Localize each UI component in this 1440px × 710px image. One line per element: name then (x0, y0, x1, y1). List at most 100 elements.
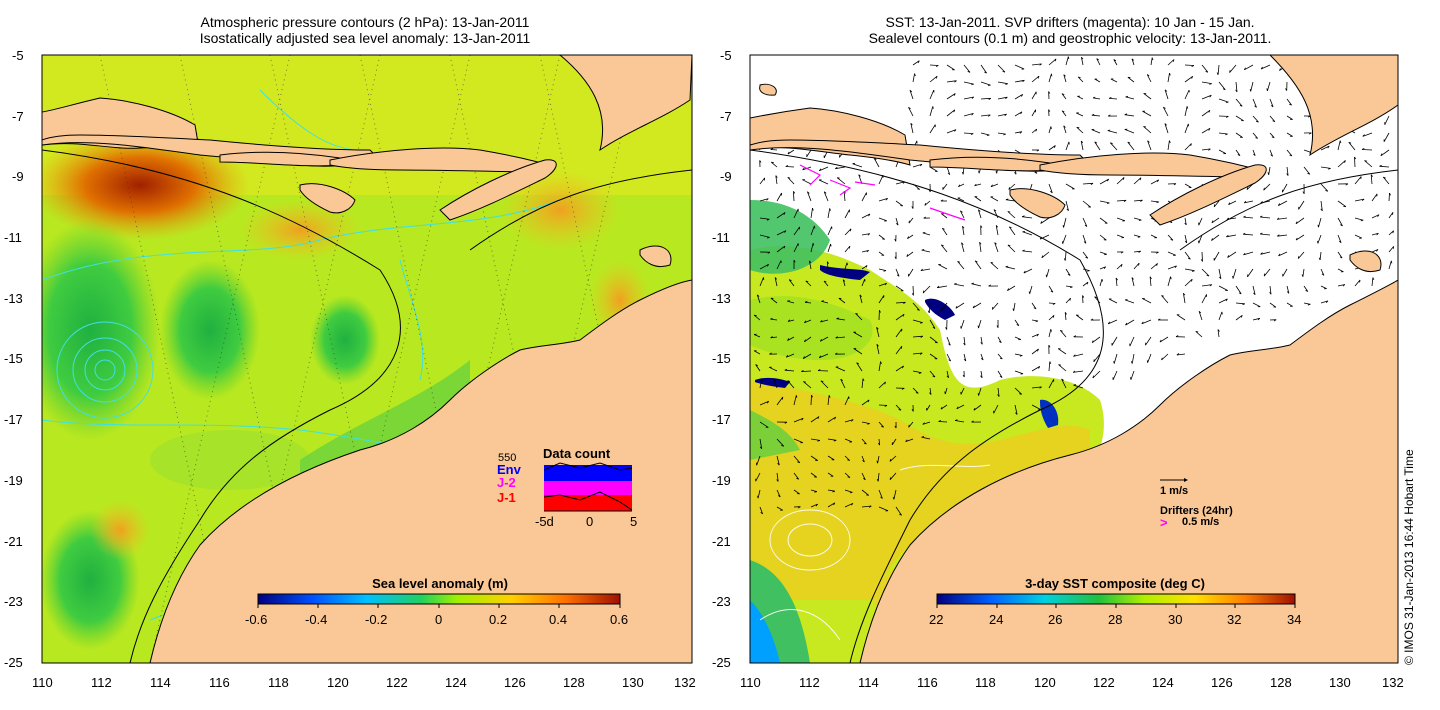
velocity-arrow (1277, 217, 1288, 220)
velocity-arrow-head (1125, 95, 1129, 98)
velocity-arrow (922, 232, 931, 236)
velocity-arrow-head (1039, 63, 1042, 66)
velocity-arrow-head (1007, 288, 1010, 291)
velocity-arrow (1081, 57, 1084, 66)
velocity-arrow (861, 265, 868, 270)
velocity-arrow (1031, 319, 1039, 322)
velocity-arrow (912, 183, 920, 190)
velocity-arrow-head (1124, 113, 1128, 116)
velocity-arrow-head (770, 336, 773, 339)
velocity-arrow-head (988, 97, 992, 100)
velocity-arrow (929, 387, 932, 395)
velocity-arrow-head (1016, 324, 1020, 326)
velocity-arrow-head (1170, 239, 1174, 241)
velocity-arrow-head (1198, 311, 1202, 314)
velocity-arrow (889, 472, 897, 480)
velocity-arrow-head (819, 338, 822, 342)
velocity-arrow (1082, 295, 1084, 304)
velocity-arrow (1142, 298, 1152, 304)
velocity-arrow-head (1243, 67, 1246, 71)
velocity-arrow (759, 438, 763, 449)
velocity-arrow (1094, 78, 1101, 83)
velocity-arrow-head (1276, 217, 1280, 220)
velocity-arrow (844, 489, 853, 493)
velocity-arrow-head (775, 175, 778, 178)
velocity-arrow (1092, 97, 1101, 100)
velocity-arrow (994, 242, 999, 253)
velocity-arrow (1364, 160, 1373, 168)
velocity-arrow (836, 318, 846, 321)
velocity-arrow (980, 336, 983, 345)
velocity-arrow (908, 217, 914, 224)
velocity-arrow-head (1138, 263, 1140, 266)
velocity-arrow (776, 396, 784, 406)
velocity-arrow-head (999, 357, 1003, 360)
left-lat-tick: -11 (4, 230, 22, 245)
left-lon-tick: 110 (32, 675, 53, 690)
velocity-arrow-head (993, 209, 997, 212)
velocity-arrow (1218, 268, 1222, 279)
velocity-arrow-head (971, 282, 975, 285)
left-colorbar-tick: 0.6 (610, 612, 629, 627)
velocity-arrow-head (1082, 295, 1085, 298)
velocity-arrow (1167, 265, 1177, 270)
velocity-arrow-head (1295, 237, 1298, 241)
velocity-arrow-head (1286, 291, 1290, 294)
velocity-arrow (1388, 230, 1394, 236)
velocity-arrow-head (988, 284, 991, 287)
data-count-xtick: 5 (630, 514, 638, 529)
velocity-arrow-head (928, 189, 931, 193)
velocity-arrow (1320, 166, 1331, 169)
velocity-arrow-head (1009, 226, 1012, 229)
velocity-arrow (1380, 149, 1390, 157)
velocity-arrow-head (1169, 72, 1171, 76)
velocity-arrow (1031, 63, 1042, 66)
velocity-arrow (1048, 315, 1055, 321)
velocity-arrow-head (863, 442, 867, 445)
velocity-arrow (1131, 58, 1135, 66)
velocity-arrow-head (1392, 230, 1394, 234)
velocity-arrow (891, 438, 897, 446)
velocity-arrow (1218, 149, 1227, 154)
velocity-arrow-head (977, 393, 979, 396)
velocity-arrow (1091, 114, 1101, 117)
velocity-arrow-head (909, 89, 913, 93)
velocity-arrow-head (1191, 270, 1195, 272)
velocity-arrow (960, 210, 965, 219)
right-lat-tick: -19 (712, 473, 731, 488)
velocity-arrow-head (971, 420, 974, 423)
velocity-arrow-head (1318, 257, 1321, 261)
velocity-arrow-head (1107, 321, 1111, 325)
velocity-arrow-head (922, 422, 925, 425)
velocity-arrow (1232, 268, 1237, 279)
velocity-arrow (793, 472, 800, 480)
velocity-arrow (1371, 214, 1380, 219)
velocity-arrow-head (921, 249, 925, 251)
velocity-arrow (1048, 73, 1052, 83)
velocity-arrow-head (971, 113, 974, 116)
velocity-arrow (1337, 284, 1345, 287)
velocity-arrow (844, 419, 854, 423)
velocity-arrow-head (1036, 333, 1039, 337)
velocity-arrow-head (997, 394, 1000, 397)
left-lat-tick: -19 (4, 473, 23, 488)
velocity-arrow (878, 381, 886, 389)
velocity-arrow-head (1361, 198, 1365, 202)
velocity-arrow (787, 177, 795, 185)
left-lat-tick: -25 (4, 655, 23, 670)
velocity-arrow (921, 249, 931, 253)
velocity-arrow-head (1260, 252, 1263, 255)
velocity-arrow-head (1120, 251, 1124, 254)
right-colorbar-tick: 28 (1108, 612, 1123, 627)
velocity-arrow (1371, 193, 1378, 202)
velocity-arrow (842, 279, 846, 287)
velocity-arrow (1133, 250, 1141, 253)
velocity-arrow-head (884, 405, 888, 407)
velocity-arrow-head (846, 262, 848, 266)
velocity-arrow (1260, 200, 1271, 204)
velocity-arrow (827, 226, 833, 236)
velocity-arrow-head (1069, 298, 1071, 301)
velocity-arrow (946, 109, 956, 117)
velocity-arrow-head (1143, 126, 1146, 128)
velocity-arrow-head (1211, 220, 1214, 223)
